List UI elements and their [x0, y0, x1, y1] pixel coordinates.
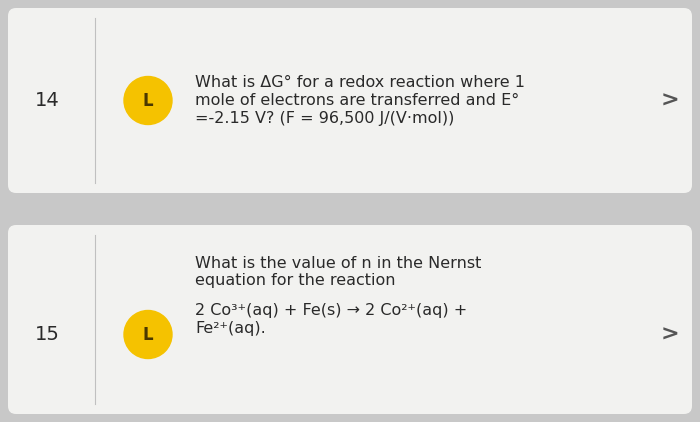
Circle shape: [124, 76, 172, 124]
Text: L: L: [143, 327, 153, 344]
Text: 2 Co³⁺(aq) + Fe(s) → 2 Co²⁺(aq) +: 2 Co³⁺(aq) + Fe(s) → 2 Co²⁺(aq) +: [195, 303, 468, 319]
Text: L: L: [143, 92, 153, 111]
Text: =-2.15 V? (F = 96,500 J/(V·mol)): =-2.15 V? (F = 96,500 J/(V·mol)): [195, 111, 454, 126]
FancyBboxPatch shape: [8, 225, 692, 414]
FancyBboxPatch shape: [8, 8, 692, 193]
Text: What is ΔG° for a redox reaction where 1: What is ΔG° for a redox reaction where 1: [195, 75, 525, 90]
Circle shape: [124, 311, 172, 359]
Text: >: >: [661, 90, 679, 111]
Text: equation for the reaction: equation for the reaction: [195, 273, 395, 289]
Text: What is the value of n in the Nernst: What is the value of n in the Nernst: [195, 255, 482, 271]
Text: 15: 15: [34, 325, 60, 344]
Text: Fe²⁺(aq).: Fe²⁺(aq).: [195, 322, 266, 336]
Text: 14: 14: [34, 91, 60, 110]
Text: mole of electrons are transferred and E°: mole of electrons are transferred and E°: [195, 93, 519, 108]
Text: >: >: [661, 325, 679, 344]
